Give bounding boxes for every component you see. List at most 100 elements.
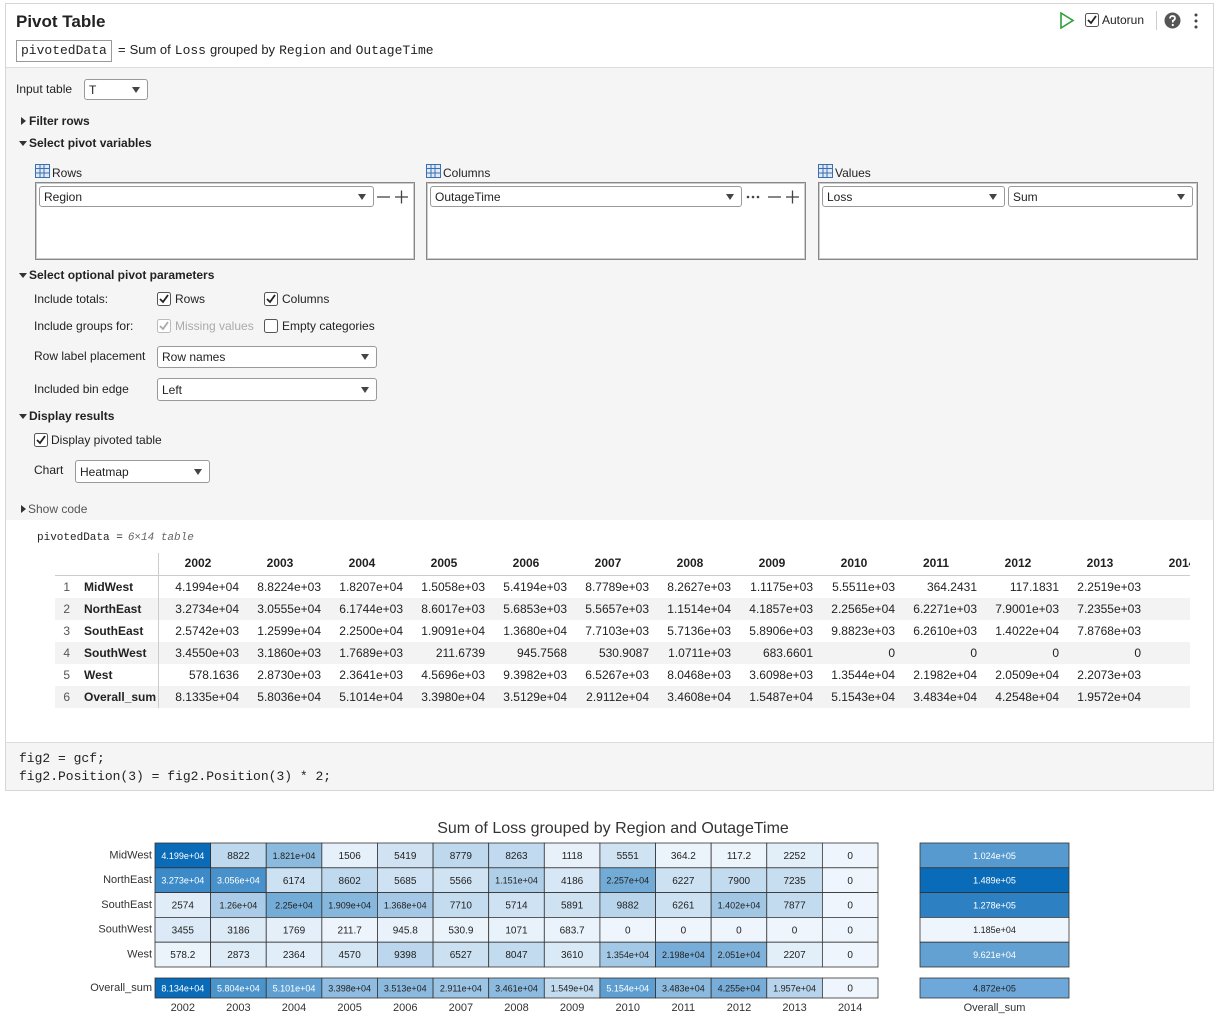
table-cell: 2.2500e+04	[339, 624, 403, 638]
heatmap-cell	[821, 917, 879, 943]
output-variable: pivotedData	[16, 40, 112, 62]
table-cell: 1.4022e+04	[995, 624, 1059, 638]
cell-label: 9.621e+04	[973, 950, 1016, 960]
check-mark	[159, 294, 169, 304]
section-title: Select optional pivot parameters	[29, 268, 215, 282]
x-tick-label: 2005	[337, 1002, 361, 1014]
checkbox[interactable]	[264, 292, 278, 306]
cell-label: 5714	[505, 901, 528, 912]
table-cell: 5.7136e+03	[667, 624, 731, 638]
rows-dropdown[interactable]: Region	[39, 186, 374, 207]
table-cell: 3.4834e+04	[913, 690, 977, 704]
cell-label: 7900	[728, 876, 751, 887]
cell-label: 1506	[339, 851, 362, 862]
heatmap-cell	[377, 867, 434, 894]
expand-arrow[interactable]	[19, 141, 27, 146]
table-cell: 2.2519e+03	[1077, 580, 1141, 594]
table-cell: 6.2610e+03	[913, 624, 977, 638]
table-cell: 5.1014e+04	[339, 690, 403, 704]
add-remove-buttons[interactable]	[746, 190, 804, 204]
table-cell: 4.1994e+04	[175, 580, 239, 594]
table-cell: 8.0468e+03	[667, 668, 731, 682]
menu-dot	[1194, 19, 1198, 23]
table-cell: 7.2355e+03	[1077, 602, 1141, 616]
table-cell: 530.9087	[598, 646, 649, 660]
section-title: Display results	[29, 409, 115, 423]
values-variable-dropdown[interactable]: Loss	[822, 186, 1005, 207]
expand-arrow[interactable]	[19, 273, 27, 278]
row-index: 6	[63, 690, 70, 704]
heatmap-cell	[655, 842, 712, 869]
column-header: 2008	[676, 556, 704, 570]
collapse-arrow[interactable]	[21, 117, 26, 125]
column-rule	[158, 553, 159, 708]
heatmap-cell	[377, 842, 434, 869]
values-method-dropdown[interactable]: Sum	[1008, 186, 1193, 207]
checkbox-box	[157, 292, 171, 306]
chart-dropdown[interactable]: Heatmap	[75, 460, 210, 483]
x-tick-label: 2002	[171, 1002, 195, 1014]
heatmap: Sum of Loss grouped by Region and Outage…	[90, 820, 1070, 1014]
help-button[interactable]	[1164, 12, 1181, 29]
input-table-dropdown[interactable]: T	[84, 79, 148, 100]
row-index: 2	[63, 602, 70, 616]
help-mark	[1169, 15, 1176, 23]
menu-dot	[1194, 25, 1198, 29]
checkbox[interactable]	[264, 319, 278, 333]
column-header: 2003	[266, 556, 294, 570]
checkbox[interactable]	[34, 433, 48, 447]
more-menu[interactable]	[1193, 12, 1199, 30]
add-remove-buttons[interactable]	[377, 190, 411, 204]
heatmap-cell	[766, 842, 823, 869]
run-button[interactable]	[1059, 12, 1075, 29]
cell-label: 2574	[172, 901, 195, 912]
table-output: pivotedData = 6×14 table 2002 2003 2004 2005 2…	[0, 520, 1190, 742]
cell-label: 3.273e+04	[161, 876, 204, 886]
heatmap-cell	[543, 867, 601, 894]
cell-label: 530.9	[448, 925, 473, 936]
cell-label: 8602	[339, 876, 362, 887]
checkbox-label: Empty categories	[282, 319, 375, 333]
heatmap-cell	[265, 892, 323, 918]
values-variable-dropdown-value: Loss	[827, 189, 853, 204]
heatmap-cell	[821, 867, 879, 894]
table-cell: 364.2431	[926, 580, 977, 594]
cell-label: 2873	[227, 950, 250, 961]
table-cell: 4.1857e+03	[749, 602, 813, 616]
heatmap-cell	[432, 842, 490, 869]
expand-arrow[interactable]	[19, 414, 27, 419]
heatmap-cell	[265, 941, 323, 968]
heatmap-cell	[432, 917, 490, 943]
values-label: Values	[835, 166, 871, 180]
show-code: Show code	[28, 502, 88, 516]
cell-label: 7710	[450, 901, 473, 912]
table-cell: 3.4550e+03	[175, 646, 239, 660]
column-header: 2007	[594, 556, 622, 570]
table-cell: 5.4194e+03	[503, 580, 567, 594]
row-name: SouthEast	[84, 624, 144, 638]
cell-label: 6527	[450, 950, 473, 961]
checkbox-label: Missing values	[175, 319, 254, 333]
help-dot	[1171, 23, 1174, 27]
columns-dropdown[interactable]: OutageTime	[430, 186, 742, 207]
table-cell: 8.6017e+03	[421, 602, 485, 616]
cell-label: 8263	[505, 851, 528, 862]
column-header: 2013	[1086, 556, 1114, 570]
cell-label: 211.7	[338, 925, 363, 936]
row-label-dropdown[interactable]: Row names	[157, 346, 377, 368]
chart-dropdown-value: Heatmap	[80, 464, 129, 479]
row-index: 4	[63, 646, 70, 660]
checkbox[interactable]	[157, 319, 171, 333]
collapse-arrow[interactable]	[21, 505, 26, 513]
more-dot	[756, 195, 760, 199]
bin-edge-dropdown[interactable]: Left	[157, 378, 377, 401]
heatmap-cell	[919, 892, 1070, 918]
table-cell: 5.6853e+03	[503, 602, 567, 616]
checkbox[interactable]	[1085, 13, 1099, 27]
summary-equals: =	[118, 42, 126, 57]
table-cell: 1.5058e+03	[421, 580, 485, 594]
cell-label: 6261	[672, 901, 695, 912]
menu-dot	[1194, 13, 1198, 17]
checkbox[interactable]	[157, 292, 171, 306]
table-cell: 5.5657e+03	[585, 602, 649, 616]
